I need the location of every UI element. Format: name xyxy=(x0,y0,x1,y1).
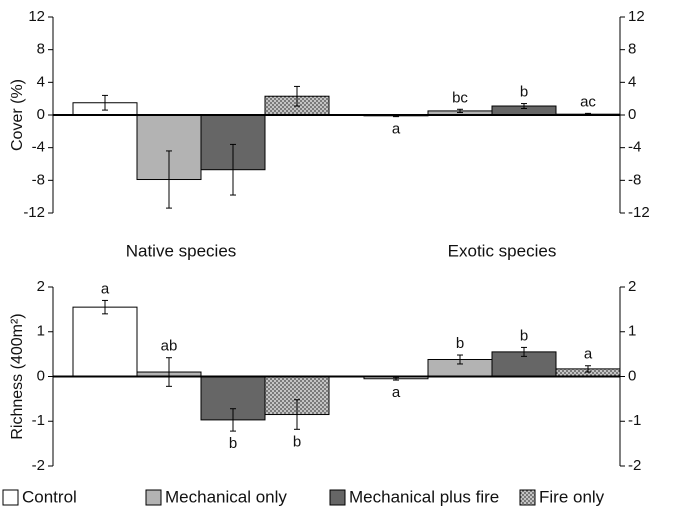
legend-label: Control xyxy=(22,487,77,506)
legend-label: Mechanical plus fire xyxy=(349,487,499,506)
legend-swatch xyxy=(145,489,162,506)
y2-tick-label: -12 xyxy=(628,204,650,221)
y-axis-label: Richness (400m²) xyxy=(9,313,26,439)
y2-tick-label: 8 xyxy=(628,41,636,58)
significance-letter: b xyxy=(520,327,528,344)
significance-letter: ab xyxy=(161,338,178,355)
y2-tick-label: 2 xyxy=(628,278,636,295)
y2-tick-label: 1 xyxy=(628,323,636,340)
y-tick-label: 0 xyxy=(37,367,45,384)
significance-letter: a xyxy=(392,384,401,401)
significance-letter: ac xyxy=(580,93,596,110)
y2-tick-label: -2 xyxy=(628,457,641,474)
y2-tick-label: 4 xyxy=(628,73,636,90)
y-tick-label: 8 xyxy=(37,41,45,58)
y2-tick-label: 0 xyxy=(628,367,636,384)
y2-tick-label: 12 xyxy=(628,8,645,25)
significance-letter: a xyxy=(392,121,401,138)
y2-tick-label: 0 xyxy=(628,106,636,123)
legend-swatch xyxy=(2,489,19,506)
y-tick-label: 12 xyxy=(28,8,45,25)
y-tick-label: 1 xyxy=(37,323,45,340)
significance-letter: b xyxy=(456,335,464,352)
y-tick-label: 0 xyxy=(37,106,45,123)
y-tick-label: -8 xyxy=(32,171,45,188)
y-axis-label: Cover (%) xyxy=(9,79,26,151)
y-tick-label: -4 xyxy=(32,139,45,156)
significance-letter: a xyxy=(101,280,110,297)
y2-tick-label: -8 xyxy=(628,171,641,188)
y-tick-label: -1 xyxy=(32,412,45,429)
legend-label: Mechanical only xyxy=(165,487,287,506)
category-label: Exotic species xyxy=(448,241,557,260)
y-tick-label: -12 xyxy=(23,204,45,221)
y2-tick-label: -4 xyxy=(628,139,641,156)
y2-tick-label: -1 xyxy=(628,412,641,429)
significance-letter: b xyxy=(229,435,237,452)
legend-swatch xyxy=(329,489,346,506)
significance-letter: b xyxy=(520,84,528,101)
legend-label: Fire only xyxy=(539,487,605,506)
significance-letter: b xyxy=(293,433,301,450)
legend-swatch xyxy=(519,489,536,506)
bar xyxy=(72,306,138,378)
y-tick-label: 2 xyxy=(37,278,45,295)
category-label: Native species xyxy=(126,241,237,260)
y-tick-label: 4 xyxy=(37,73,45,90)
significance-letter: bc xyxy=(452,89,468,106)
y-tick-label: -2 xyxy=(32,457,45,474)
significance-letter: a xyxy=(584,346,593,363)
